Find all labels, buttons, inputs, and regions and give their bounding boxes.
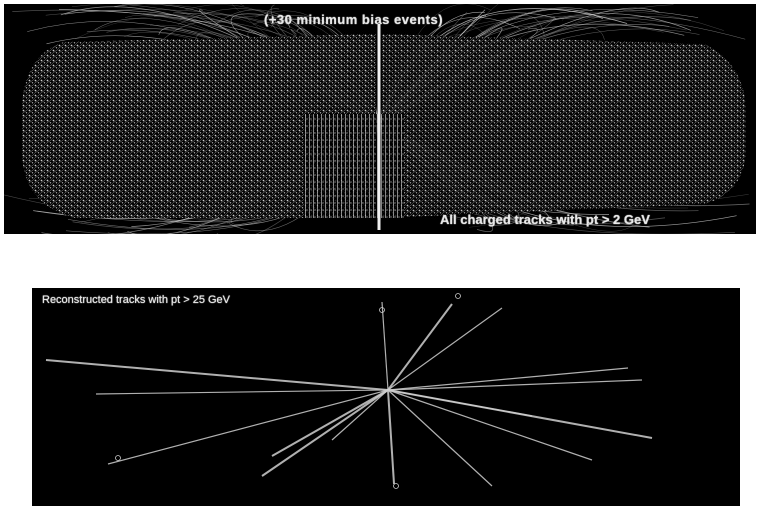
straight-track — [387, 367, 629, 391]
straight-tracks — [45, 301, 653, 487]
track-label-marker — [455, 293, 461, 299]
straight-track — [271, 389, 389, 457]
straight-track — [387, 389, 493, 487]
detector-barrel-hits-right — [382, 34, 746, 218]
straight-track — [45, 359, 389, 391]
straight-track — [381, 301, 389, 391]
straight-track — [387, 389, 593, 461]
straight-track — [387, 307, 503, 391]
all-tracks-plot — [4, 4, 750, 234]
straight-track — [95, 389, 389, 395]
high-pt-tracks-plot — [45, 293, 653, 489]
straight-track — [331, 389, 389, 441]
straight-track — [261, 389, 389, 477]
event-display-all-tracks: (+30 minimum bias events) All charged tr… — [4, 4, 756, 234]
top-panel-title: (+30 minimum bias events) — [264, 12, 444, 27]
straight-track — [387, 379, 643, 391]
event-display-high-pt-tracks: Reconstructed tracks with pt > 25 GeV — [32, 288, 740, 506]
straight-track — [387, 389, 533, 417]
track-label-marker — [379, 307, 385, 313]
straight-track — [107, 389, 389, 465]
detector-barrel-hits-left — [22, 34, 376, 218]
track-label-marker — [115, 455, 121, 461]
track-label-marker — [393, 483, 399, 489]
top-panel-caption: All charged tracks with pt > 2 GeV — [440, 212, 650, 227]
bottom-panel-title: Reconstructed tracks with pt > 25 GeV — [42, 294, 231, 306]
straight-track — [387, 389, 395, 485]
straight-track — [387, 303, 453, 391]
detector-core-hits — [304, 114, 404, 218]
